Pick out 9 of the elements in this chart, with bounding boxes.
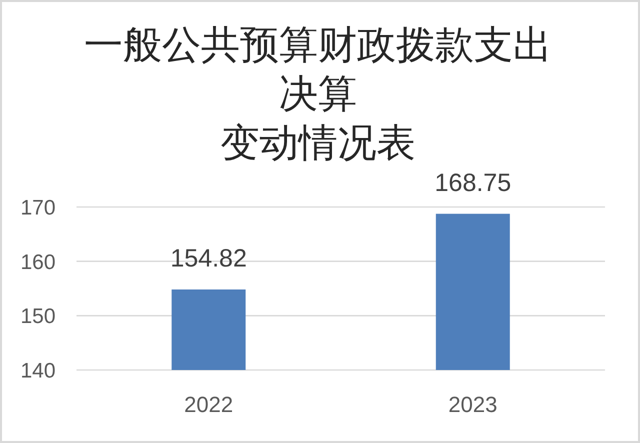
x-tick-label: 2022: [184, 392, 234, 417]
y-tick-label: 150: [20, 305, 56, 328]
y-tick-label: 170: [20, 196, 56, 220]
y-tick-label: 140: [20, 360, 56, 382]
data-label: 168.75: [434, 168, 512, 197]
chart-title: 一般公共预算财政拨款支出决算变动情况表: [84, 24, 552, 165]
x-tick-label: 2023: [448, 392, 498, 417]
data-label: 154.82: [170, 244, 247, 272]
y-tick-label: 160: [20, 250, 56, 274]
